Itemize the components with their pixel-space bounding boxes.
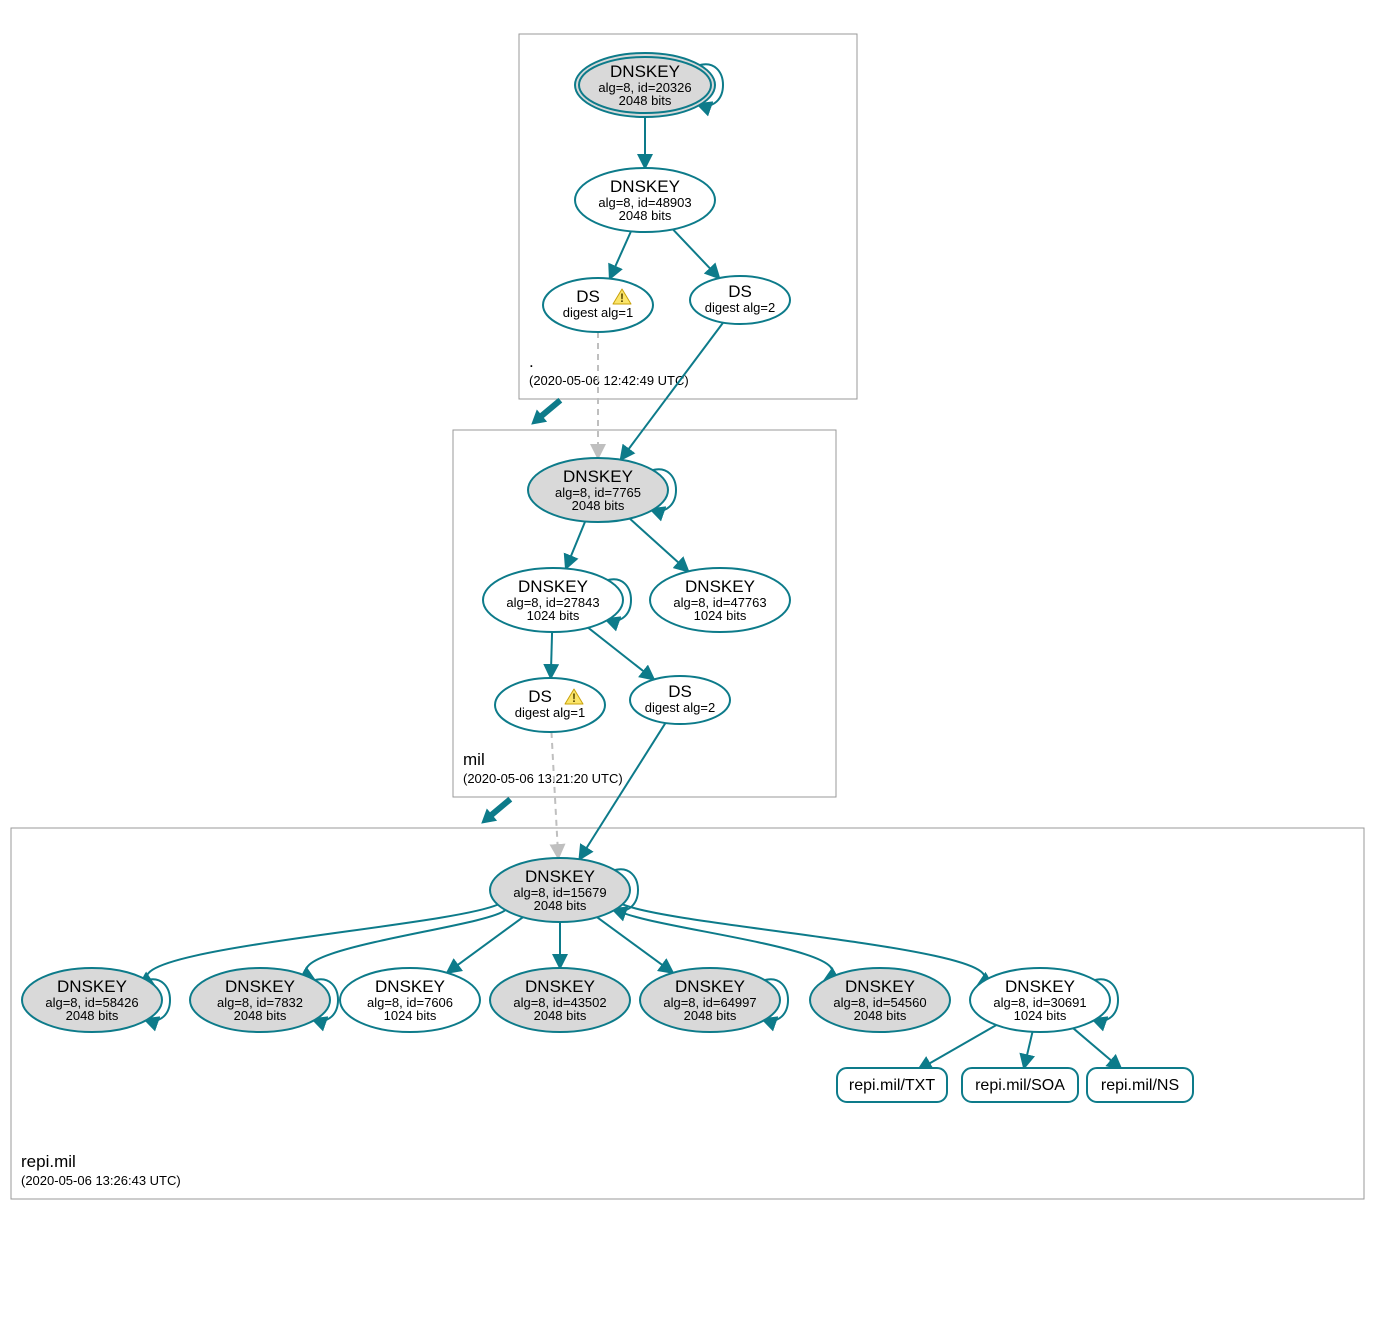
svg-text:2048 bits: 2048 bits xyxy=(619,208,672,223)
svg-text:2048 bits: 2048 bits xyxy=(572,498,625,513)
node-n12: DNSKEYalg=8, id=76061024 bits xyxy=(340,968,480,1032)
svg-text:repi.mil/NS: repi.mil/NS xyxy=(1101,1077,1179,1094)
svg-text:2048 bits: 2048 bits xyxy=(684,1008,737,1023)
node-n16: DNSKEYalg=8, id=306911024 bits xyxy=(970,968,1110,1032)
node-n14: DNSKEYalg=8, id=649972048 bits xyxy=(640,968,780,1032)
svg-text:.: . xyxy=(529,352,534,371)
node-n15: DNSKEYalg=8, id=545602048 bits xyxy=(810,968,950,1032)
svg-text:digest alg=1: digest alg=1 xyxy=(563,305,633,320)
svg-text:digest alg=2: digest alg=2 xyxy=(705,300,775,315)
node-n13: DNSKEYalg=8, id=435022048 bits xyxy=(490,968,630,1032)
svg-text:digest alg=2: digest alg=2 xyxy=(645,700,715,715)
svg-text:DNSKEY: DNSKEY xyxy=(675,977,745,996)
svg-text:digest alg=1: digest alg=1 xyxy=(515,705,585,720)
svg-text:!: ! xyxy=(620,291,624,305)
node-n10: DNSKEYalg=8, id=584262048 bits xyxy=(22,968,162,1032)
svg-text:DS: DS xyxy=(576,287,600,306)
node-n17: repi.mil/TXT xyxy=(837,1068,947,1102)
svg-text:repi.mil/TXT: repi.mil/TXT xyxy=(849,1077,935,1094)
svg-text:1024 bits: 1024 bits xyxy=(1014,1008,1067,1023)
svg-text:DNSKEY: DNSKEY xyxy=(57,977,127,996)
node-n2: DS!digest alg=1 xyxy=(543,278,653,332)
svg-text:2048 bits: 2048 bits xyxy=(854,1008,907,1023)
svg-text:1024 bits: 1024 bits xyxy=(694,608,747,623)
svg-text:DS: DS xyxy=(728,282,752,301)
svg-text:2048 bits: 2048 bits xyxy=(619,93,672,108)
svg-text:DS: DS xyxy=(668,682,692,701)
node-n1: DNSKEYalg=8, id=489032048 bits xyxy=(575,168,715,232)
svg-text:2048 bits: 2048 bits xyxy=(66,1008,119,1023)
node-n3: DSdigest alg=2 xyxy=(690,276,790,324)
svg-text:repi.mil: repi.mil xyxy=(21,1152,76,1171)
svg-text:DNSKEY: DNSKEY xyxy=(1005,977,1075,996)
svg-text:1024 bits: 1024 bits xyxy=(527,608,580,623)
node-n8: DSdigest alg=2 xyxy=(630,676,730,724)
svg-text:DS: DS xyxy=(528,687,552,706)
svg-text:(2020-05-06 12:42:49 UTC): (2020-05-06 12:42:49 UTC) xyxy=(529,373,689,388)
node-n0: DNSKEYalg=8, id=203262048 bits xyxy=(575,53,715,117)
svg-text:DNSKEY: DNSKEY xyxy=(518,577,588,596)
svg-text:2048 bits: 2048 bits xyxy=(534,898,587,913)
svg-text:DNSKEY: DNSKEY xyxy=(610,62,680,81)
svg-text:DNSKEY: DNSKEY xyxy=(525,977,595,996)
svg-text:1024 bits: 1024 bits xyxy=(384,1008,437,1023)
node-n11: DNSKEYalg=8, id=78322048 bits xyxy=(190,968,330,1032)
svg-text:!: ! xyxy=(572,691,576,705)
svg-text:DNSKEY: DNSKEY xyxy=(375,977,445,996)
node-n4: DNSKEYalg=8, id=77652048 bits xyxy=(528,458,668,522)
svg-text:DNSKEY: DNSKEY xyxy=(610,177,680,196)
svg-text:DNSKEY: DNSKEY xyxy=(225,977,295,996)
node-n5: DNSKEYalg=8, id=278431024 bits xyxy=(483,568,623,632)
svg-text:2048 bits: 2048 bits xyxy=(534,1008,587,1023)
node-n19: repi.mil/NS xyxy=(1087,1068,1193,1102)
svg-text:DNSKEY: DNSKEY xyxy=(525,867,595,886)
svg-text:2048 bits: 2048 bits xyxy=(234,1008,287,1023)
svg-text:repi.mil/SOA: repi.mil/SOA xyxy=(975,1077,1065,1094)
svg-text:mil: mil xyxy=(463,750,485,769)
svg-text:(2020-05-06 13:26:43 UTC): (2020-05-06 13:26:43 UTC) xyxy=(21,1173,181,1188)
node-n7: DS!digest alg=1 xyxy=(495,678,605,732)
node-n18: repi.mil/SOA xyxy=(962,1068,1078,1102)
node-n6: DNSKEYalg=8, id=477631024 bits xyxy=(650,568,790,632)
node-n9: DNSKEYalg=8, id=156792048 bits xyxy=(490,858,630,922)
dnssec-diagram: . (2020-05-06 12:42:49 UTC) mil (2020-05-06… xyxy=(0,0,1383,1320)
svg-text:(2020-05-06 13:21:20 UTC): (2020-05-06 13:21:20 UTC) xyxy=(463,771,623,786)
svg-text:DNSKEY: DNSKEY xyxy=(563,467,633,486)
svg-text:DNSKEY: DNSKEY xyxy=(685,577,755,596)
svg-text:DNSKEY: DNSKEY xyxy=(845,977,915,996)
